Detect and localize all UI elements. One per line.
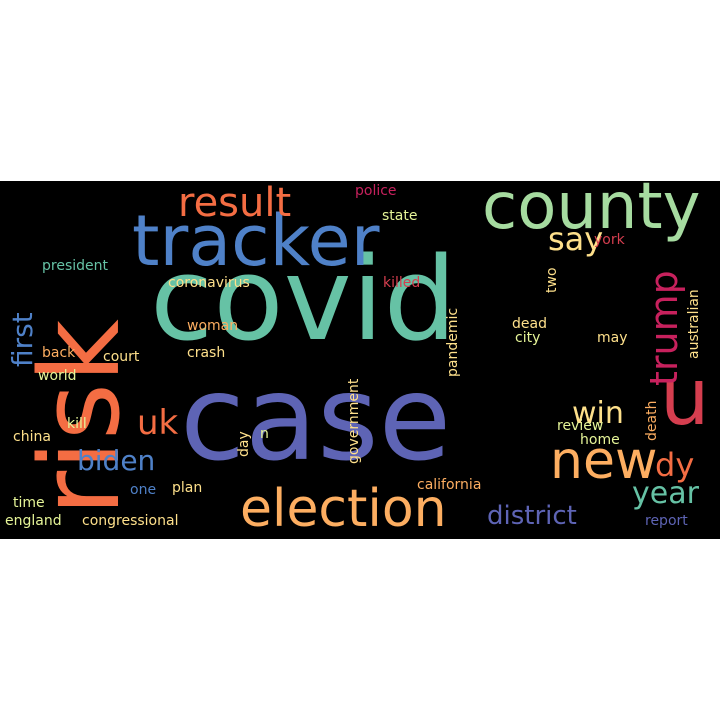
word-day: day [236, 431, 252, 457]
word-government: government [346, 378, 362, 464]
word-two: two [544, 267, 560, 293]
word-california: california [417, 477, 482, 493]
word-coronavirus: coronavirus [168, 275, 250, 291]
word-dy: dy [655, 446, 695, 484]
word-district: district [487, 501, 577, 531]
word-dead: dead [512, 316, 547, 332]
word-u: u [660, 353, 710, 443]
word-new: new [550, 431, 658, 491]
word-first: first [6, 312, 39, 367]
word-state: state [382, 208, 418, 224]
word-result: result [178, 181, 292, 226]
word-win: win [572, 396, 624, 431]
word-cloud: covid case risk tracker county election … [0, 181, 720, 539]
word-city: city [515, 330, 541, 346]
word-biden: biden [77, 444, 156, 477]
word-crash: crash [187, 345, 226, 361]
word-one: one [130, 482, 157, 498]
word-uk: uk [137, 403, 179, 443]
word-tracker: tracker [132, 200, 380, 282]
word-killed: killed [383, 275, 421, 291]
word-woman: woman [187, 318, 239, 334]
word-kill: kill [67, 416, 87, 432]
word-death: death [644, 400, 660, 441]
word-trump: trump [642, 270, 686, 386]
word-back: back [42, 345, 76, 361]
word-home: home [580, 432, 620, 448]
word-china: china [13, 429, 51, 445]
word-case: case [180, 349, 452, 487]
word-pandemic: pandemic [445, 307, 461, 377]
word-report: report [645, 513, 688, 529]
word-n: n [260, 426, 269, 442]
word-police: police [355, 183, 397, 199]
word-may: may [597, 330, 628, 346]
word-england: england [5, 513, 62, 529]
word-world: world [38, 368, 77, 384]
word-say: say [548, 220, 604, 258]
word-time: time [13, 495, 45, 511]
word-court: court [103, 349, 140, 365]
word-president: president [42, 258, 108, 274]
word-review: review [557, 418, 604, 434]
word-election: election [240, 479, 447, 539]
word-congressional: congressional [82, 513, 179, 529]
word-plan: plan [172, 480, 203, 496]
word-australian: australian [686, 289, 702, 359]
word-covid: covid [150, 233, 457, 367]
word-year: year [632, 476, 699, 511]
word-county: county [482, 181, 701, 244]
word-york: york [594, 232, 625, 248]
